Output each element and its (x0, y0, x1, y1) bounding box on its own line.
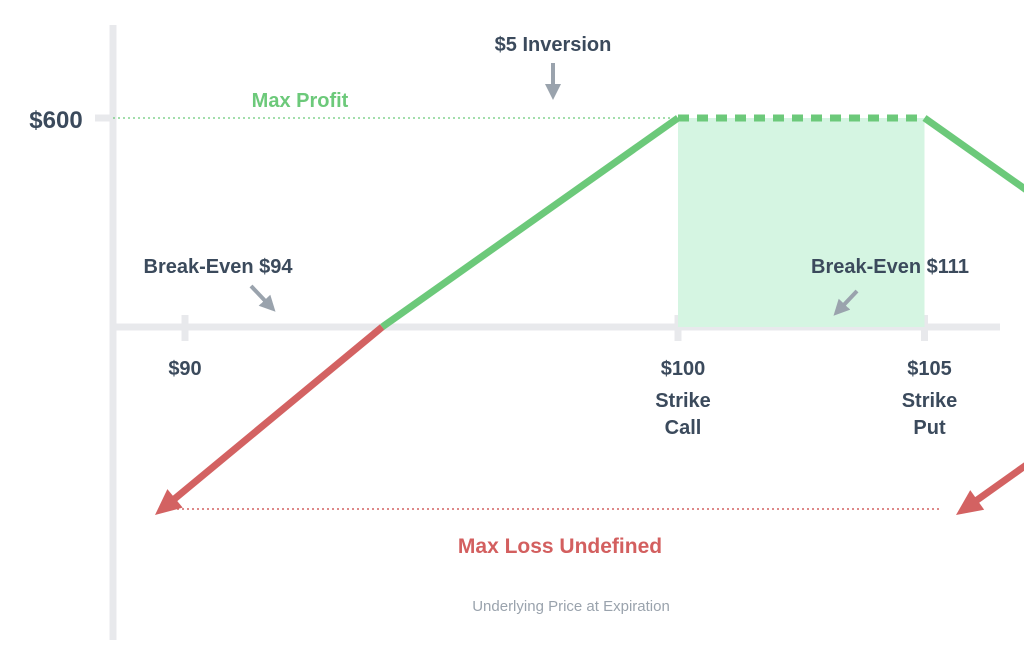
break-even-high-label: Break-Even $111 (811, 256, 969, 278)
y-tick-label: $600 (29, 107, 82, 134)
x-tick-sublabel: Strike (655, 390, 711, 412)
max-profit-label: Max Profit (252, 90, 349, 112)
payoff-loss-right (971, 327, 1024, 505)
payoff-profit-right (925, 118, 1024, 327)
x-tick-label: $100 (661, 358, 706, 380)
inversion-label: $5 Inversion (495, 34, 612, 56)
max-profit-area (678, 118, 925, 327)
x-tick-sublabel: Strike (902, 390, 958, 412)
x-tick-label: $90 (168, 358, 201, 380)
x-tick-sublabel: Put (913, 417, 946, 439)
x-axis-title: Underlying Price at Expiration (472, 598, 670, 615)
break-even-low-label: Break-Even $94 (144, 256, 294, 278)
x-tick-sublabel: Call (665, 417, 702, 439)
payoff-profit-left (382, 118, 678, 327)
break-even-low-pointer-icon (251, 286, 270, 306)
x-tick-label: $105 (907, 358, 952, 380)
max-loss-label: Max Loss Undefined (458, 535, 662, 558)
payoff-loss-left (169, 327, 382, 504)
